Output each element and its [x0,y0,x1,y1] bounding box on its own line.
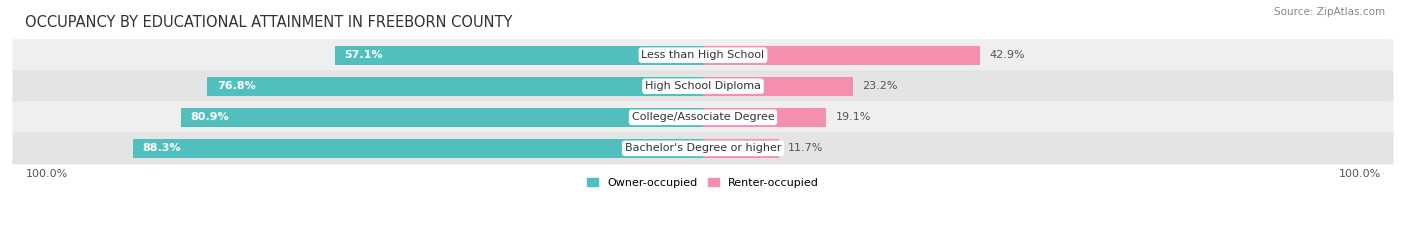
Text: Less than High School: Less than High School [641,50,765,60]
Text: OCCUPANCY BY EDUCATIONAL ATTAINMENT IN FREEBORN COUNTY: OCCUPANCY BY EDUCATIONAL ATTAINMENT IN F… [25,15,513,30]
Text: Bachelor's Degree or higher: Bachelor's Degree or higher [624,143,782,153]
Text: 100.0%: 100.0% [1339,168,1381,178]
Legend: Owner-occupied, Renter-occupied: Owner-occupied, Renter-occupied [586,178,820,188]
FancyBboxPatch shape [13,70,1393,102]
Bar [335,46,703,65]
Text: Source: ZipAtlas.com: Source: ZipAtlas.com [1274,7,1385,17]
Text: 42.9%: 42.9% [990,50,1025,60]
Bar [703,77,852,96]
Text: High School Diploma: High School Diploma [645,81,761,91]
Text: 57.1%: 57.1% [344,50,382,60]
Text: 23.2%: 23.2% [862,81,898,91]
Bar [703,46,980,65]
Bar [703,108,827,127]
Bar [207,77,703,96]
FancyBboxPatch shape [13,101,1393,134]
FancyBboxPatch shape [13,39,1393,71]
FancyBboxPatch shape [13,132,1393,164]
Bar [134,139,703,158]
Text: 76.8%: 76.8% [217,81,256,91]
Text: 11.7%: 11.7% [789,143,824,153]
Text: 19.1%: 19.1% [837,112,872,122]
Text: 80.9%: 80.9% [191,112,229,122]
Text: College/Associate Degree: College/Associate Degree [631,112,775,122]
Text: 100.0%: 100.0% [25,168,67,178]
Bar [703,139,779,158]
Text: 88.3%: 88.3% [143,143,181,153]
Bar [181,108,703,127]
